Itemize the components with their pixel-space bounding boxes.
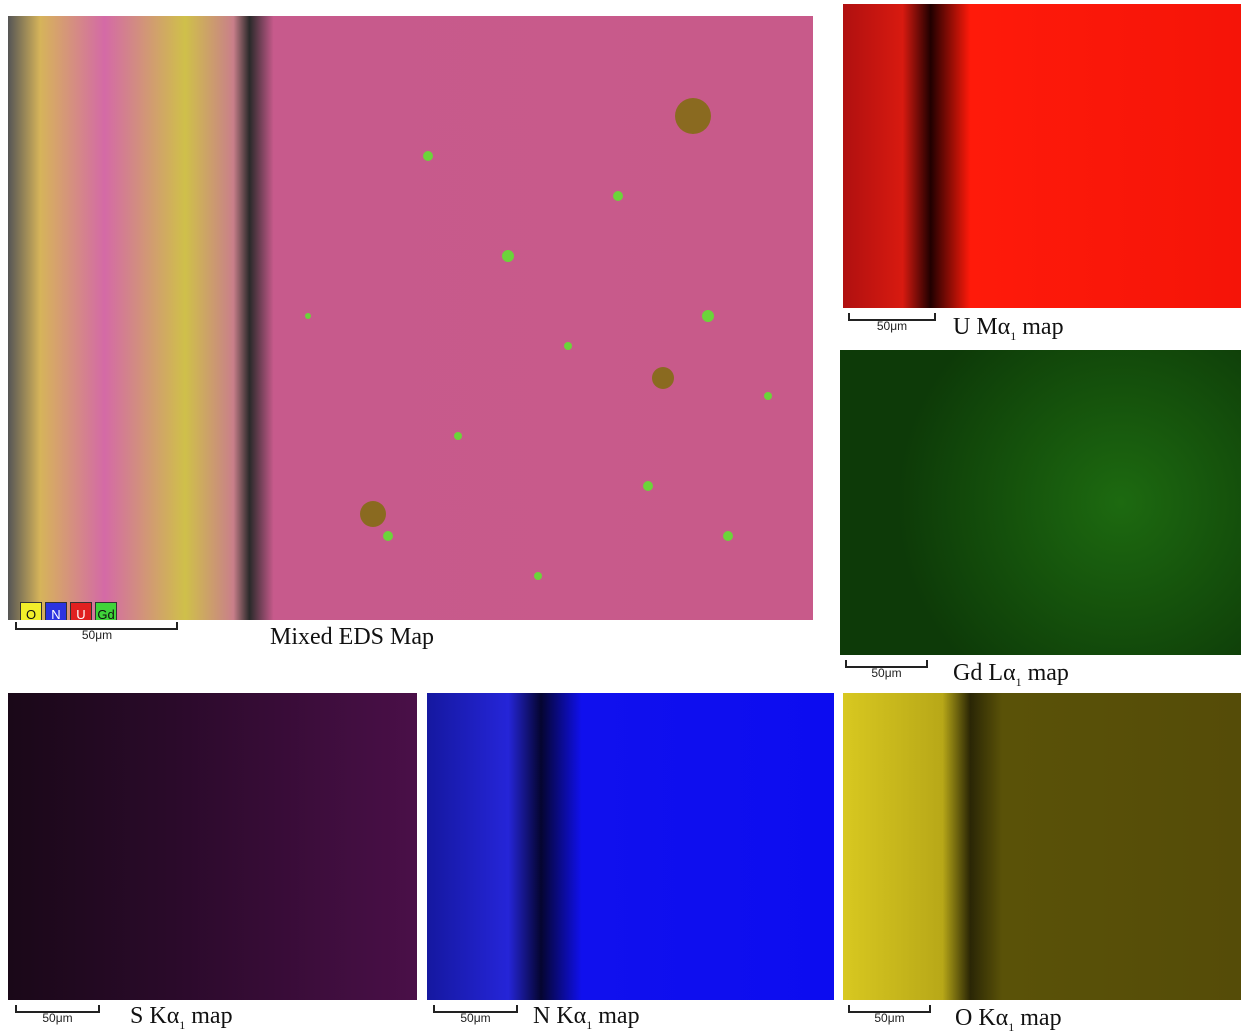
legend-gd: Gd — [95, 602, 117, 620]
scale-label: 50μm — [42, 1011, 72, 1025]
scale-label: 50μm — [874, 1011, 904, 1025]
legend-n: N — [45, 602, 67, 620]
line: Lα — [988, 660, 1015, 686]
element: O — [955, 1005, 972, 1031]
texture — [8, 16, 813, 620]
line: Mα — [976, 314, 1010, 340]
word: map — [598, 1003, 639, 1029]
s-map-image — [8, 693, 417, 1000]
element: U — [953, 314, 970, 340]
scale-label: 50μm — [877, 319, 907, 333]
legend-u: U — [70, 602, 92, 620]
scale-label: 50μm — [82, 628, 112, 642]
u-map-image — [843, 4, 1241, 308]
line-index: 1 — [1008, 1020, 1014, 1034]
scale-label: 50μm — [871, 666, 901, 680]
element: Gd — [953, 660, 982, 686]
legend-o: O — [20, 602, 42, 620]
line-index: 1 — [179, 1018, 185, 1032]
word: map — [1022, 314, 1063, 340]
caption: Mixed EDS Map — [270, 624, 434, 651]
line: Kα — [149, 1003, 179, 1029]
n-map-image — [427, 693, 834, 1000]
mixed-eds-image: O N U Gd — [8, 16, 813, 620]
word: map — [1028, 660, 1069, 686]
word: map — [1020, 1005, 1061, 1031]
figure: O N U Gd 50μm Mixed EDS Map 50μmUMα1map5… — [0, 0, 1243, 1036]
word: map — [191, 1003, 232, 1029]
line: Kα — [978, 1005, 1008, 1031]
line: Kα — [556, 1003, 586, 1029]
element-legend: O N U Gd — [20, 602, 117, 620]
element: N — [533, 1003, 550, 1029]
line-index: 1 — [586, 1018, 592, 1032]
line-index: 1 — [1010, 329, 1016, 343]
gd-map-image — [840, 350, 1241, 655]
line-index: 1 — [1016, 675, 1022, 689]
scale-label: 50μm — [460, 1011, 490, 1025]
o-map-image — [843, 693, 1241, 1000]
element: S — [130, 1003, 143, 1029]
